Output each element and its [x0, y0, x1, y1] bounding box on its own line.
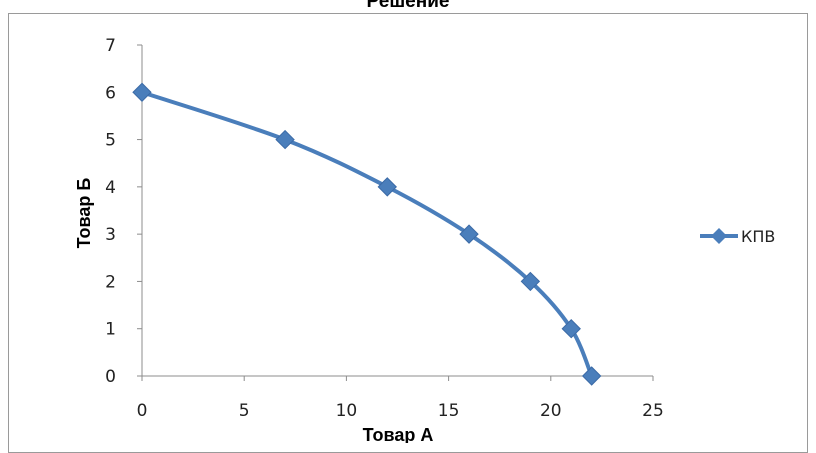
x-tick-label: 10 [336, 401, 358, 421]
y-tick-label: 5 [105, 131, 116, 151]
tick-labels: 0 1 2 3 4 5 6 7 0 5 10 15 20 25 [105, 36, 664, 421]
chart-title: Решение [366, 0, 450, 12]
y-tick-label: 6 [105, 83, 116, 103]
data-point-marker [459, 224, 479, 244]
data-point-marker [132, 82, 152, 102]
y-tick-label: 0 [105, 367, 116, 387]
legend-marker-diamond [711, 228, 727, 244]
x-axis-label: Товар А [363, 425, 434, 443]
data-point-marker [581, 366, 602, 386]
y-tick-label: 2 [105, 272, 116, 292]
y-tick-label: 7 [105, 36, 116, 56]
x-tick-label: 0 [137, 401, 148, 421]
legend-label: КПВ [741, 227, 775, 246]
data-point-marker [520, 271, 541, 292]
legend: КПВ [700, 227, 775, 246]
y-axis-label: Товар Б [74, 178, 94, 249]
x-tick-label: 5 [239, 401, 250, 421]
y-tick-label: 3 [105, 225, 116, 245]
x-tick-label: 25 [642, 401, 664, 421]
series-layer [132, 82, 602, 386]
x-tick-label: 15 [438, 401, 460, 421]
y-tick-label: 4 [105, 178, 116, 198]
data-point-marker [275, 129, 295, 150]
data-point-marker [561, 319, 581, 339]
chart-canvas: 0 1 2 3 4 5 6 7 0 5 10 15 20 25 Товар А Товар Б КПВ [74, 36, 775, 443]
series-line [141, 90, 594, 377]
y-tick-label: 1 [105, 320, 116, 340]
x-tick-label: 20 [540, 401, 562, 421]
data-point-marker [377, 177, 397, 197]
